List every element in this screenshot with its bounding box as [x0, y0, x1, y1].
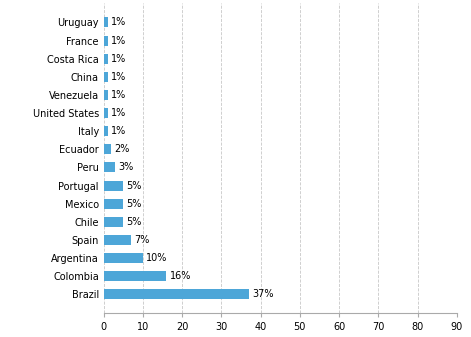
- Text: 5%: 5%: [126, 199, 142, 209]
- Text: 3%: 3%: [119, 162, 134, 173]
- Bar: [104, 144, 112, 154]
- Bar: [104, 253, 143, 263]
- Text: 2%: 2%: [114, 144, 130, 154]
- Bar: [104, 90, 107, 100]
- Bar: [104, 126, 107, 136]
- Bar: [104, 271, 166, 281]
- Text: 10%: 10%: [146, 253, 167, 263]
- Bar: [104, 235, 131, 245]
- Bar: [104, 162, 115, 173]
- Text: 1%: 1%: [111, 36, 126, 45]
- Text: 1%: 1%: [111, 90, 126, 100]
- Text: 37%: 37%: [252, 289, 274, 299]
- Bar: [104, 181, 123, 190]
- Text: 1%: 1%: [111, 108, 126, 118]
- Text: 5%: 5%: [126, 181, 142, 191]
- Text: 1%: 1%: [111, 18, 126, 27]
- Text: 1%: 1%: [111, 54, 126, 64]
- Bar: [104, 289, 249, 299]
- Bar: [104, 54, 107, 64]
- Text: 1%: 1%: [111, 126, 126, 136]
- Text: 1%: 1%: [111, 72, 126, 82]
- Bar: [104, 108, 107, 118]
- Text: 16%: 16%: [170, 271, 191, 281]
- Bar: [104, 217, 123, 227]
- Text: 7%: 7%: [134, 235, 150, 245]
- Bar: [104, 18, 107, 27]
- Bar: [104, 36, 107, 45]
- Bar: [104, 199, 123, 209]
- Text: 5%: 5%: [126, 217, 142, 227]
- Bar: [104, 72, 107, 82]
